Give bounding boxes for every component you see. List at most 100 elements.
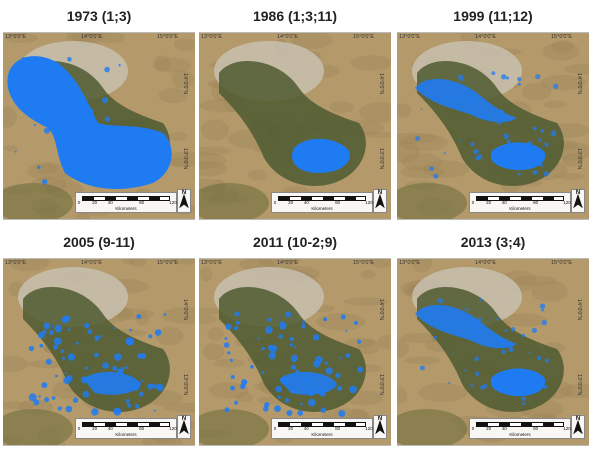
scale-tick: 120 [563, 426, 571, 431]
latitude-label: 14°0'0"N [378, 299, 384, 321]
longitude-label: 15°0'0"E [353, 260, 375, 266]
map-panel: 1999 (11;12) 13°0'0"E 14°0'0"E 15°0'0"E 14°0… [397, 0, 589, 226]
satellite-map: 13°0'0"E 14°0'0"E 15°0'0"E 14°0'0"N 13°0'0"N… [397, 258, 589, 446]
map-panel: 1973 (1;3) 13°0'0"E 14°0'0"E 15°0'0"E 14°0'0… [3, 0, 195, 226]
north-label: N [181, 416, 187, 422]
north-arrow-icon: N [177, 189, 191, 213]
longitude-label: 13°0'0"E [201, 34, 223, 40]
scale-tick: 0 [471, 426, 475, 431]
scale-tick: 40 [303, 426, 309, 431]
longitude-label: 14°0'0"E [475, 34, 497, 40]
scale-tick: 20 [288, 426, 294, 431]
north-arrow-icon: N [571, 189, 585, 213]
scale-tick: 20 [92, 200, 98, 205]
map-panel: 1986 (1;3;11) 13°0'0"E 14°0'0"E 15°0'0"E 14°… [199, 0, 391, 226]
scale-unit: Kilometers [509, 206, 531, 211]
scale-tick: 80 [139, 200, 145, 205]
longitude-label: 14°0'0"E [81, 34, 103, 40]
latitude-label: 14°0'0"N [182, 299, 188, 321]
map-panel: 2011 (10-2;9) 13°0'0"E 14°0'0"E 15°0'0"E 14°… [199, 226, 391, 452]
scale-bar: 0 20 40 80 120 Kilometers [469, 192, 571, 213]
scale-tick: 0 [471, 200, 475, 205]
latitude-label: 13°0'0"N [576, 374, 582, 396]
north-label: N [575, 190, 581, 196]
scale-tick: 120 [169, 200, 177, 205]
latitude-label: 14°0'0"N [378, 73, 384, 95]
satellite-map: 13°0'0"E 14°0'0"E 15°0'0"E 14°0'0"N 13°0'0"N… [397, 32, 589, 220]
latitude-label: 13°0'0"N [378, 148, 384, 170]
longitude-label: 15°0'0"E [551, 34, 573, 40]
scale-unit: Kilometers [509, 432, 531, 437]
latitude-label: 13°0'0"N [182, 148, 188, 170]
longitude-label: 14°0'0"E [475, 260, 497, 266]
map-panel: 2013 (3;4) 13°0'0"E 14°0'0"E 15°0'0"E 14°0'0… [397, 226, 589, 452]
longitude-label: 13°0'0"E [399, 34, 421, 40]
scale-tick: 80 [533, 200, 539, 205]
satellite-map: 13°0'0"E 14°0'0"E 15°0'0"E 14°0'0"N 13°0'0"N… [3, 32, 195, 220]
scale-tick: 120 [365, 426, 373, 431]
panel-title: 1973 (1;3) [66, 8, 132, 24]
panel-title: 2005 (9-11) [63, 234, 135, 250]
scale-tick: 0 [77, 426, 81, 431]
satellite-map: 13°0'0"E 14°0'0"E 15°0'0"E 14°0'0"N 13°0'0"N… [199, 32, 391, 220]
scale-tick: 120 [563, 200, 571, 205]
scale-bar: 0 20 40 80 120 Kilometers [271, 192, 373, 213]
scale-tick: 120 [169, 426, 177, 431]
scale-tick: 20 [486, 426, 492, 431]
scale-tick: 80 [335, 426, 341, 431]
scale-tick: 20 [288, 200, 294, 205]
longitude-label: 14°0'0"E [277, 260, 299, 266]
longitude-label: 15°0'0"E [353, 34, 375, 40]
latitude-label: 14°0'0"N [576, 299, 582, 321]
scale-bar: 0 20 40 80 120 Kilometers [75, 418, 177, 439]
scale-tick: 40 [303, 200, 309, 205]
longitude-label: 15°0'0"E [551, 260, 573, 266]
north-label: N [181, 190, 187, 196]
scale-unit: Kilometers [115, 432, 137, 437]
scale-tick: 40 [107, 426, 113, 431]
scale-unit: Kilometers [311, 432, 333, 437]
scale-tick: 0 [273, 200, 277, 205]
scale-tick: 120 [365, 200, 373, 205]
satellite-map: 13°0'0"E 14°0'0"E 15°0'0"E 14°0'0"N 13°0'0"N… [199, 258, 391, 446]
longitude-label: 15°0'0"E [157, 260, 179, 266]
panel-title: 2011 (10-2;9) [252, 234, 338, 250]
latitude-label: 13°0'0"N [182, 374, 188, 396]
scale-tick: 80 [533, 426, 539, 431]
scale-tick: 0 [273, 426, 277, 431]
longitude-label: 15°0'0"E [157, 34, 179, 40]
north-label: N [575, 416, 581, 422]
scale-tick: 40 [501, 200, 507, 205]
latitude-label: 14°0'0"N [576, 73, 582, 95]
panel-title: 1999 (11;12) [453, 8, 533, 24]
longitude-label: 13°0'0"E [5, 34, 27, 40]
north-label: N [377, 190, 383, 196]
scale-tick: 20 [92, 426, 98, 431]
north-arrow-icon: N [177, 415, 191, 439]
satellite-map: 13°0'0"E 14°0'0"E 15°0'0"E 14°0'0"N 13°0'0"N… [3, 258, 195, 446]
panel-title: 1986 (1;3;11) [252, 8, 338, 24]
scale-tick: 40 [107, 200, 113, 205]
map-panel: 2005 (9-11) 13°0'0"E 14°0'0"E 15°0'0"E 14°0'… [3, 226, 195, 452]
scale-bar: 0 20 40 80 120 Kilometers [271, 418, 373, 439]
north-arrow-icon: N [373, 415, 387, 439]
scale-tick: 80 [335, 200, 341, 205]
latitude-label: 13°0'0"N [576, 148, 582, 170]
longitude-label: 13°0'0"E [5, 260, 27, 266]
north-arrow-icon: N [571, 415, 585, 439]
scale-tick: 20 [486, 200, 492, 205]
scale-tick: 40 [501, 426, 507, 431]
latitude-label: 13°0'0"N [378, 374, 384, 396]
scale-bar: 0 20 40 80 120 Kilometers [469, 418, 571, 439]
scale-unit: Kilometers [115, 206, 137, 211]
longitude-label: 14°0'0"E [277, 34, 299, 40]
longitude-label: 14°0'0"E [81, 260, 103, 266]
north-label: N [377, 416, 383, 422]
scale-tick: 80 [139, 426, 145, 431]
longitude-label: 13°0'0"E [399, 260, 421, 266]
scale-bar: 0 20 40 80 120 Kilometers [75, 192, 177, 213]
longitude-label: 13°0'0"E [201, 260, 223, 266]
north-arrow-icon: N [373, 189, 387, 213]
panel-title: 2013 (3;4) [460, 234, 526, 250]
scale-unit: Kilometers [311, 206, 333, 211]
